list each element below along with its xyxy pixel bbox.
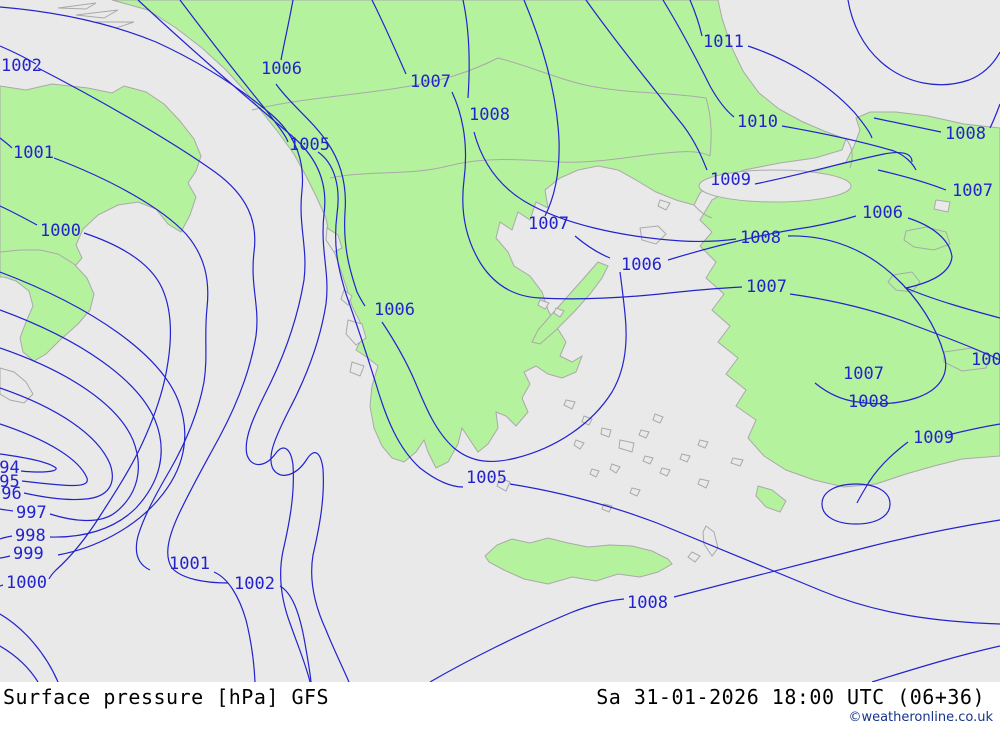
isobar-label: 1008 <box>945 124 986 144</box>
isobar-label: 1007 <box>410 72 451 92</box>
isobar-label: 1001 <box>13 143 54 163</box>
copyright-link[interactable]: ©weatheronline.co.uk <box>848 710 993 725</box>
dardanelles-strait <box>693 204 713 219</box>
land-rhodes <box>755 485 787 513</box>
isobar-label: 999 <box>13 544 44 564</box>
island-naxos <box>618 439 635 453</box>
isobar-label: 997 <box>16 503 47 523</box>
isobar-label: 1007 <box>746 277 787 297</box>
isobar-label: 1002 <box>1 56 42 76</box>
land-crete <box>484 537 673 585</box>
isobar-label: 1008 <box>469 105 510 125</box>
isobar-label: 1007 <box>843 364 884 384</box>
isobar-label: 1002 <box>234 574 275 594</box>
isobar-label: 1006 <box>261 59 302 79</box>
datetime-label: Sa 31-01-2026 18:00 UTC (06+36) <box>596 685 985 709</box>
isobar-label: 998 <box>15 526 46 546</box>
isobar-label: 1005 <box>971 350 1000 370</box>
isobar-label: 996 <box>0 484 22 504</box>
isobar-label: 1006 <box>374 300 415 320</box>
isobar-label: 1006 <box>862 203 903 223</box>
isobar-label: 994 <box>0 458 20 478</box>
isobar-labels-group: 1002 1001 1000 1006 1005 1007 1008 1011 1010 1008… <box>0 32 1000 613</box>
island-karpathos <box>702 525 719 557</box>
land-euboea <box>531 261 609 345</box>
isobar-label: 1008 <box>740 228 781 248</box>
isobar-label: 1000 <box>40 221 81 241</box>
isobar-label: 1007 <box>952 181 993 201</box>
isobar-label: 1007 <box>528 214 569 234</box>
lake-anatolia <box>933 199 951 213</box>
pressure-map: 1002 1001 1000 1006 1005 1007 1008 1011 1010 1008… <box>0 0 1000 682</box>
isobar-lines-group <box>0 0 1000 682</box>
isobar-label: 1008 <box>848 392 889 412</box>
isobar-label: 1008 <box>627 593 668 613</box>
land-group <box>0 0 1000 585</box>
island-kythera <box>496 477 511 492</box>
island-kos <box>730 457 744 467</box>
isobar-label: 1009 <box>913 428 954 448</box>
land-italy-calabria <box>0 249 95 362</box>
island-zakynthos <box>349 361 365 377</box>
isobar-label: 1006 <box>621 255 662 275</box>
isobar-label: 1009 <box>710 170 751 190</box>
island-lefkada <box>340 289 353 306</box>
sea-of-marmara <box>698 169 852 203</box>
isobar-label: 1005 <box>466 468 507 488</box>
small-islands-group <box>57 2 951 563</box>
land-turkey <box>699 111 1000 488</box>
isobar-label: 995 <box>0 472 20 492</box>
isobar-label: 1005 <box>289 135 330 155</box>
bosphorus-strait <box>845 138 853 169</box>
island-astypalaia <box>697 478 710 489</box>
isobar-label: 1010 <box>737 112 778 132</box>
land-balkans-greece <box>111 0 847 469</box>
isobar-label: 1000 <box>6 573 47 593</box>
isobar-label: 1011 <box>703 32 744 52</box>
status-bar: Surface pressure [hPa] GFS Sa 31-01-2026… <box>0 682 1000 733</box>
isobar-label: 1001 <box>169 554 210 574</box>
product-label: Surface pressure [hPa] GFS <box>3 685 330 709</box>
island-kasos <box>687 551 701 563</box>
